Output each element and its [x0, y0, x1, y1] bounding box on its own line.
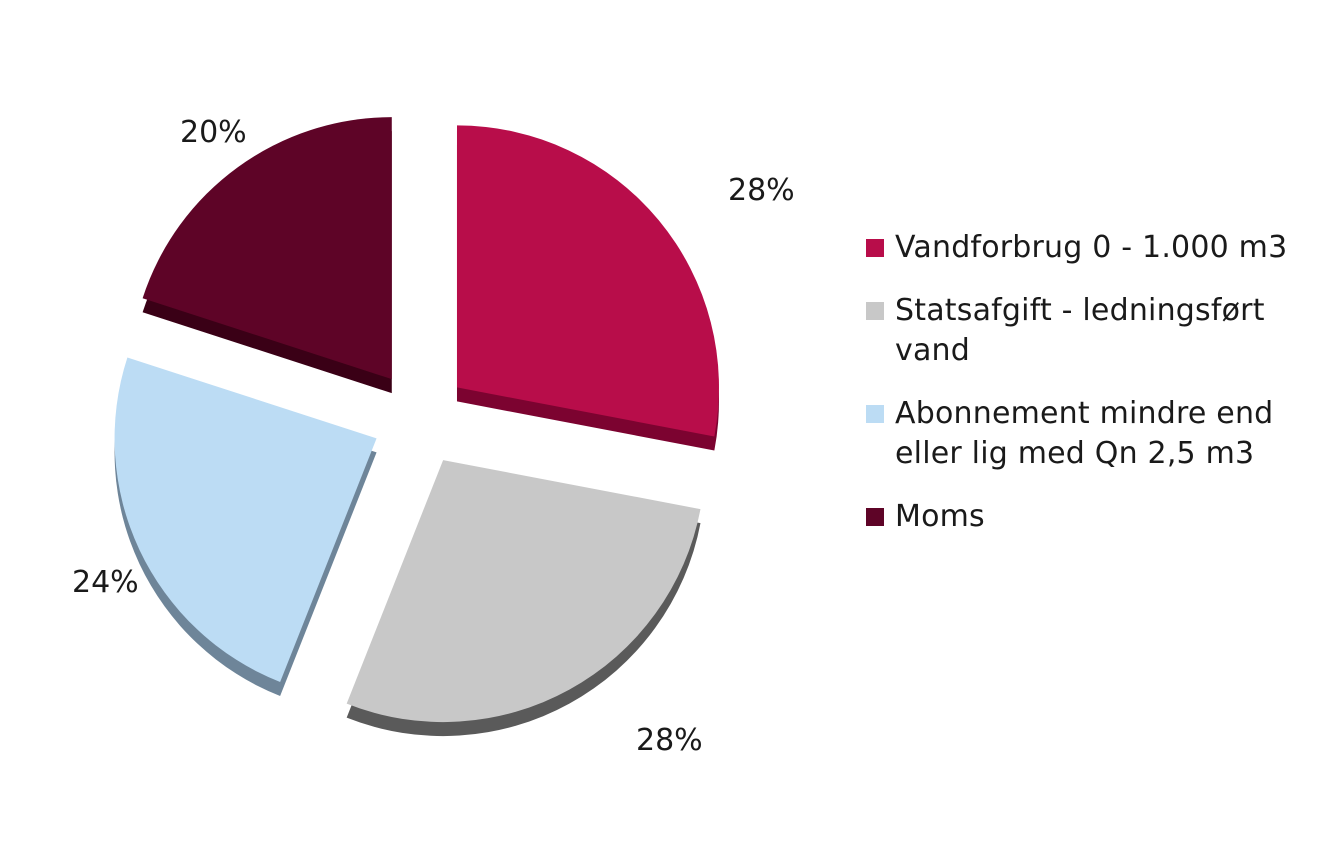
pct-label-vandforbrug: 28%	[728, 173, 795, 208]
pie-slice-moms	[142, 117, 392, 380]
legend-label: Statsafgift - ledningsført vand	[895, 293, 1265, 368]
legend-item-vandforbrug: Vandforbrug 0 - 1.000 m3	[866, 228, 1306, 268]
legend-swatch-icon	[866, 405, 884, 423]
legend-label: Abonnement mindre end eller lig med Qn 2…	[895, 396, 1274, 471]
pie-slice-vandforbrug	[456, 125, 719, 437]
legend-item-statsafgift: Statsafgift - ledningsført vand	[866, 291, 1306, 371]
legend-swatch-icon	[866, 302, 884, 320]
pie-slice-statsafgift	[346, 460, 701, 723]
legend: Vandforbrug 0 - 1.000 m3 Statsafgift - l…	[866, 228, 1306, 560]
legend-item-abonnement: Abonnement mindre end eller lig med Qn 2…	[866, 394, 1306, 474]
legend-swatch-icon	[866, 239, 884, 257]
pie-slice-abonnement	[114, 357, 377, 683]
pct-label-moms: 20%	[180, 115, 247, 150]
pct-label-abonnement: 24%	[72, 565, 139, 600]
legend-swatch-icon	[866, 508, 884, 526]
legend-item-moms: Moms	[866, 497, 1306, 537]
legend-label: Vandforbrug 0 - 1.000 m3	[895, 230, 1288, 265]
pct-label-statsafgift: 28%	[636, 723, 703, 758]
legend-label: Moms	[895, 499, 985, 534]
